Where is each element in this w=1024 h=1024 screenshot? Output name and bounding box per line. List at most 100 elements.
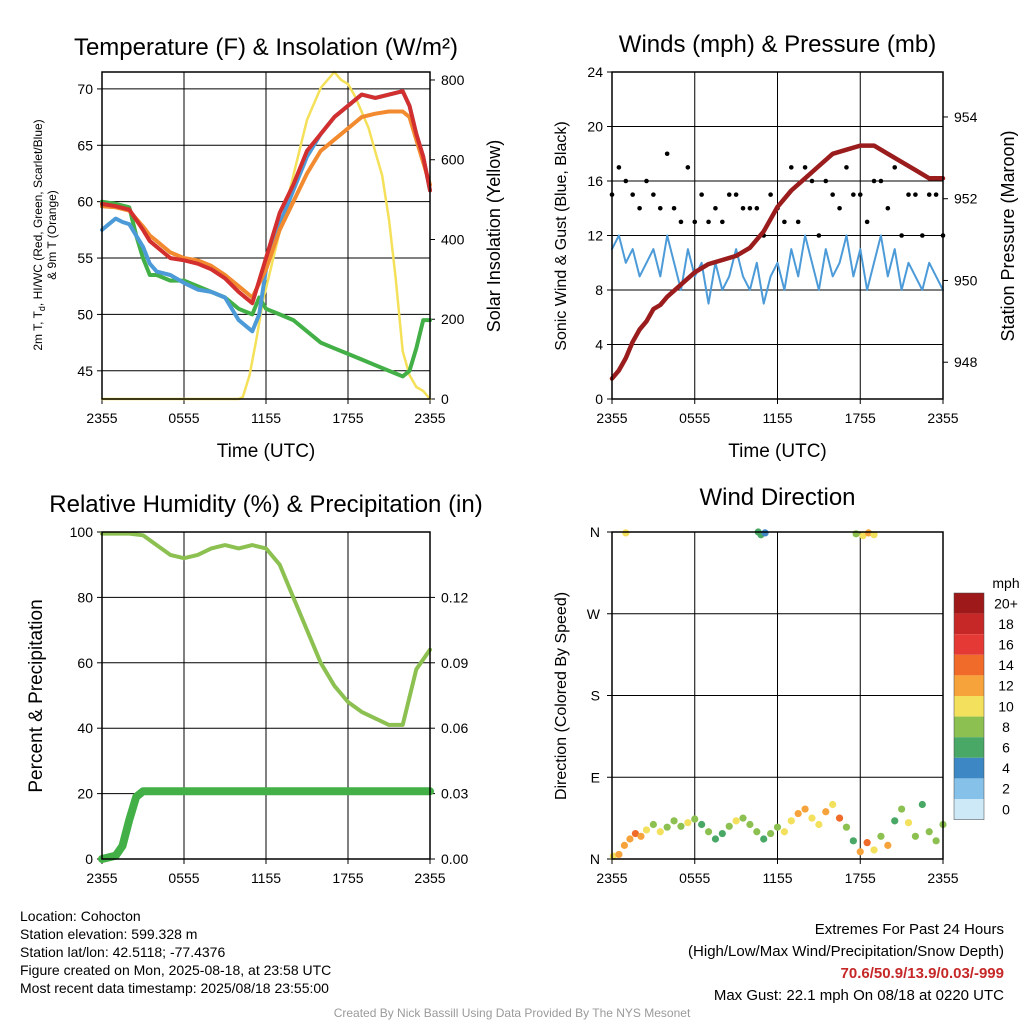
gust-point — [754, 205, 760, 211]
gust-point — [740, 205, 746, 211]
y-tick-label: 4 — [595, 337, 603, 353]
y-tick-label: 60 — [77, 194, 93, 210]
x-tick-label: 0555 — [679, 410, 710, 426]
x-tick-label: 2355 — [596, 410, 627, 426]
station-elevation: Station elevation: 599.328 m — [20, 926, 198, 942]
extremes-subtitle: (High/Low/Max Wind/Precipitation/Snow De… — [688, 943, 1004, 960]
y2-tick-label: 0.06 — [441, 720, 468, 736]
gust-point — [657, 205, 663, 211]
legend-swatch — [954, 654, 984, 676]
direction-point — [863, 839, 871, 847]
direction-point — [691, 815, 699, 823]
direction-tick-label: N — [590, 851, 600, 867]
y-tick-label: 60 — [77, 655, 93, 671]
figure-created: Figure created on Mon, 2025-08-18, at 23… — [20, 962, 332, 978]
y-tick-label: 50 — [77, 306, 93, 322]
x-tick-label: 1155 — [762, 410, 792, 426]
y2-tick-label: 600 — [441, 152, 465, 168]
gust-point — [920, 233, 925, 238]
legend-swatch — [954, 675, 984, 696]
direction-point — [622, 529, 630, 537]
direction-point — [835, 814, 844, 822]
gust-point — [685, 165, 691, 170]
legend-label: 18 — [998, 616, 1014, 632]
gust-point — [623, 178, 629, 184]
y-tick-label: 20 — [77, 786, 93, 802]
y2-tick-label: 0.12 — [441, 589, 468, 605]
x-axis-label: Time (UTC) — [217, 441, 316, 462]
plot-frame — [101, 71, 431, 400]
direction-tick-label: N — [590, 524, 600, 540]
gust-point — [747, 205, 753, 211]
gust-point — [713, 205, 718, 211]
gust-point — [664, 151, 670, 157]
y-tick-label: 45 — [77, 363, 93, 379]
chart-title: Wind Direction — [699, 484, 855, 511]
gust-point — [802, 165, 808, 170]
y-tick-label: 12 — [587, 228, 603, 244]
y2-tick-label: 800 — [441, 72, 465, 88]
legend-swatch — [954, 737, 984, 758]
plot-frame — [611, 531, 944, 860]
direction-point — [753, 828, 761, 836]
direction-point — [732, 817, 740, 825]
direction-point — [794, 809, 802, 818]
y2-tick-label: 200 — [441, 311, 465, 327]
chart-panel-3: Relative Humidity (%) & Precipitation (i… — [26, 491, 483, 886]
direction-point — [637, 832, 645, 840]
legend-swatch — [954, 799, 984, 820]
y-tick-label: 24 — [587, 64, 603, 80]
gust-points — [609, 151, 946, 238]
y2-tick-label: 948 — [954, 354, 978, 370]
direction-point — [725, 822, 733, 830]
direction-point — [615, 850, 623, 859]
direction-point — [698, 820, 706, 829]
max-gust: Max Gust: 22.1 mph On 08/18 at 0220 UTC — [713, 987, 1004, 1004]
direction-point — [649, 820, 657, 829]
gust-point — [726, 192, 732, 197]
gust-point — [885, 205, 891, 211]
y-axis-label-subscript: d — [37, 306, 47, 311]
legend-swatch — [954, 757, 984, 779]
gust-point — [851, 192, 856, 197]
direction-point — [870, 531, 878, 539]
legend-swatch — [954, 716, 984, 738]
x-tick-label: 1155 — [762, 870, 792, 886]
extremes-title: Extremes For Past 24 Hours — [814, 921, 1004, 938]
legend-swatch — [954, 634, 984, 655]
y2-tick-label: 0.00 — [441, 851, 468, 867]
direction-point — [767, 829, 775, 838]
y-axis-label: 2m T, Td, HI/WC (Red, Green, Scarlet/Blu… — [31, 119, 59, 350]
y-tick-label: 0 — [85, 851, 93, 867]
direction-point — [761, 529, 769, 537]
x-tick-label: 2355 — [927, 410, 958, 426]
gust-point — [768, 192, 773, 197]
direction-point — [815, 820, 823, 829]
gust-point — [637, 205, 642, 211]
x-tick-label: 1755 — [845, 870, 876, 886]
gust-point — [830, 192, 835, 197]
y-axis-label: Sonic Wind & Gust (Blue, Black) — [553, 121, 570, 350]
gust-point — [795, 219, 801, 225]
legend-label: 20+ — [994, 595, 1018, 611]
gust-point — [671, 205, 677, 211]
station-info: Location: Cohocton Station elevation: 59… — [20, 907, 331, 997]
gust-point — [871, 178, 877, 184]
gust-point — [733, 192, 739, 197]
y-tick-label: 70 — [77, 81, 93, 97]
direction-point — [760, 835, 768, 843]
y-tick-label: 8 — [595, 282, 603, 298]
extremes-panel: Extremes For Past 24 Hours (High/Low/Max… — [688, 919, 1004, 1007]
legend-label: 10 — [998, 698, 1014, 714]
gust-point — [913, 192, 918, 197]
direction-point — [620, 841, 629, 849]
direction-point — [677, 822, 685, 830]
chart-title: Relative Humidity (%) & Precipitation (i… — [49, 491, 482, 518]
gust-point — [906, 192, 911, 197]
legend-label: 6 — [1002, 740, 1010, 756]
y-axis-label-line1-rest: , HI/WC (Red, Green, Scarlet/Blue) — [31, 119, 45, 306]
station-pressure-line — [609, 143, 946, 381]
legend-label: 0 — [1002, 801, 1010, 817]
direction-point — [656, 828, 664, 836]
